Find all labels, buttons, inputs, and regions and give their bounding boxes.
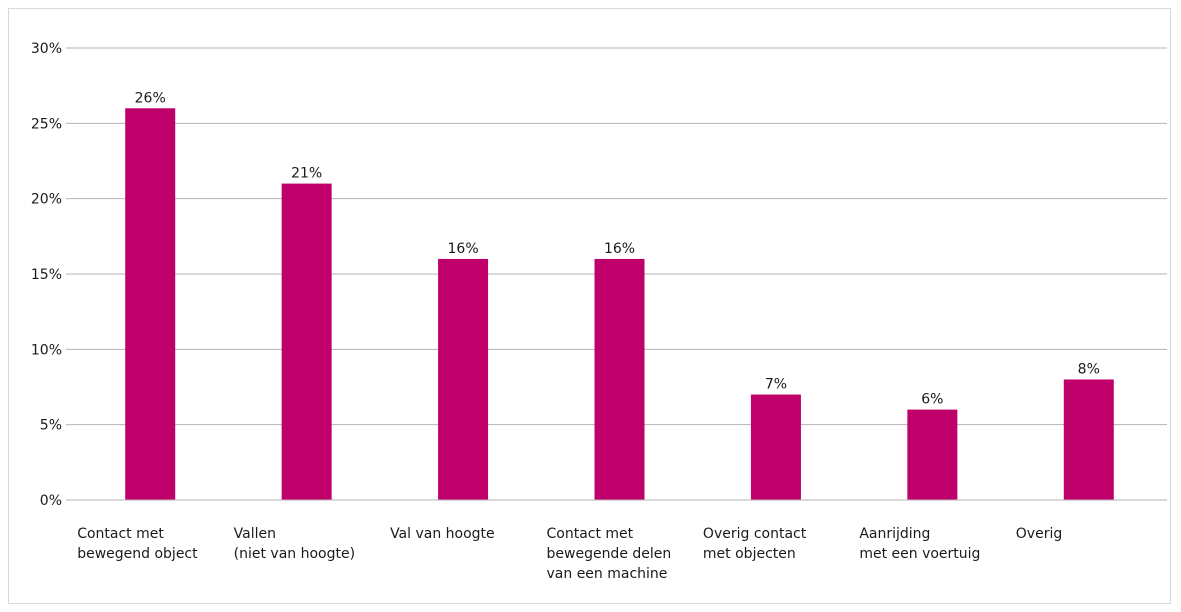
category-label-line: Aanrijding — [859, 526, 930, 542]
data-label: 16% — [604, 241, 635, 257]
bars — [125, 108, 1114, 501]
category-label-line: van een machine — [547, 566, 668, 582]
chart-frame — [8, 8, 1171, 604]
data-labels: 26% 21% 16% 16% 7% 6% 8% — [135, 90, 1100, 407]
bar — [750, 394, 801, 500]
category-label: Vallen (niet van hoogte) — [234, 526, 355, 562]
data-label: 8% — [1078, 361, 1100, 377]
data-label: 6% — [921, 392, 943, 408]
category-label-line: met een voertuig — [859, 546, 980, 562]
category-label-line: met objecten — [703, 546, 796, 562]
category-label-line: Vallen — [234, 526, 276, 542]
category-label: Contact met bewegend object — [77, 526, 198, 562]
y-tick-label: 25% — [31, 116, 62, 132]
category-label-line: Overig contact — [703, 526, 807, 542]
category-label-line: Contact met — [77, 526, 164, 542]
y-tick-label: 0% — [40, 493, 62, 509]
category-label: Contact met bewegende delen van een machin… — [547, 526, 672, 582]
bar — [1063, 379, 1114, 500]
data-label: 16% — [448, 241, 479, 257]
category-label-line: Contact met — [547, 526, 634, 542]
y-tick-label: 5% — [40, 418, 62, 434]
bar — [438, 258, 489, 500]
bar — [907, 409, 958, 500]
category-label-line: Overig — [1016, 526, 1062, 542]
bar — [125, 108, 176, 501]
bar — [594, 258, 645, 500]
y-axis-tick-labels: 0% 5% 10% 15% 20% 25% 30% — [31, 41, 62, 509]
category-label-line: bewegende delen — [547, 546, 672, 562]
category-label-line: bewegend object — [77, 546, 198, 562]
data-label: 7% — [765, 377, 787, 393]
category-label: Val van hoogte — [390, 526, 495, 542]
bar — [281, 183, 332, 500]
y-tick-label: 10% — [31, 342, 62, 358]
category-label: Overig contact met objecten — [703, 526, 807, 562]
y-tick-label: 20% — [31, 192, 62, 208]
y-tick-label: 15% — [31, 267, 62, 283]
category-label: Overig — [1016, 526, 1062, 542]
y-tick-label: 30% — [31, 41, 62, 57]
x-axis-category-labels: Contact met bewegend object Vallen (niet va… — [77, 526, 1062, 582]
category-label-line: Val van hoogte — [390, 526, 495, 542]
category-label: Aanrijding met een voertuig — [859, 526, 980, 562]
category-label-line: (niet van hoogte) — [234, 546, 355, 562]
data-label: 21% — [291, 166, 322, 182]
data-label: 26% — [135, 90, 166, 106]
